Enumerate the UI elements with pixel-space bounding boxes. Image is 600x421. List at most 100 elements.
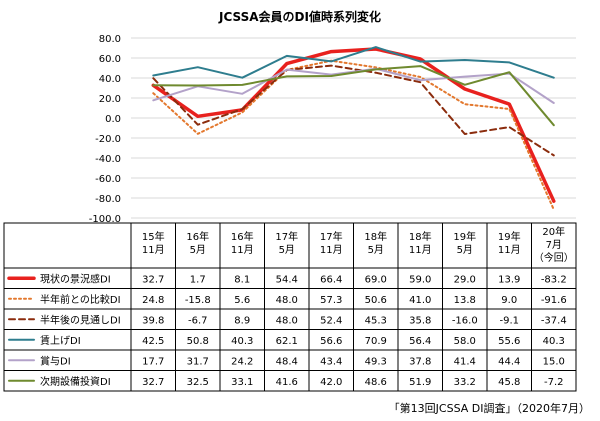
data-label: 15.0 xyxy=(543,356,565,367)
legend-label: 賃上げDI xyxy=(40,334,81,347)
data-label: 51.9 xyxy=(409,377,431,388)
data-label: 43.4 xyxy=(320,356,342,367)
series-line-2 xyxy=(152,59,555,211)
y-tick-label: -80.0 xyxy=(95,194,121,205)
data-label: 5.6 xyxy=(234,295,250,306)
data-label: -91.6 xyxy=(541,295,567,306)
data-label: 8.9 xyxy=(234,315,250,326)
data-label: 41.0 xyxy=(409,295,431,306)
y-tick-label: 40.0 xyxy=(99,74,121,85)
y-tick-label: -60.0 xyxy=(95,174,121,185)
data-label: 49.3 xyxy=(365,356,387,367)
data-label: 54.4 xyxy=(276,274,298,285)
source-note: 「第13回JCSSA DI調査」（2020年7月） xyxy=(388,402,590,415)
data-label: 42.0 xyxy=(320,377,342,388)
category-label: 5月 xyxy=(368,244,384,256)
data-label: 24.2 xyxy=(231,356,253,367)
data-label: 62.1 xyxy=(276,336,298,347)
data-label: -6.7 xyxy=(188,315,208,326)
data-label: 32.7 xyxy=(142,377,164,388)
data-label: -9.1 xyxy=(499,315,519,326)
data-label: 39.8 xyxy=(142,315,164,326)
category-label: 16年 xyxy=(186,230,209,243)
data-label: 41.6 xyxy=(276,377,298,388)
category-label: 17年 xyxy=(320,230,343,243)
data-label: 56.6 xyxy=(320,336,342,347)
series-line-3 xyxy=(152,64,555,157)
category-label: 11月 xyxy=(142,244,165,256)
data-label: 45.3 xyxy=(365,315,387,326)
data-label: 56.4 xyxy=(409,336,431,347)
data-label: -83.2 xyxy=(541,274,567,285)
category-label: 20年 xyxy=(542,225,565,238)
category-label: 17年 xyxy=(275,230,298,243)
y-tick-label: 60.0 xyxy=(99,54,121,65)
series-line-6 xyxy=(152,65,555,127)
data-label: 48.0 xyxy=(276,295,298,306)
series-line-5 xyxy=(152,67,555,104)
category-label: 5月 xyxy=(457,244,473,256)
y-tick-label: -20.0 xyxy=(95,134,121,145)
data-label: 44.4 xyxy=(498,356,520,367)
category-label: 18年 xyxy=(409,230,432,243)
data-label: 50.8 xyxy=(187,336,209,347)
y-tick-label: 80.0 xyxy=(99,34,121,45)
data-label: 55.6 xyxy=(498,336,520,347)
data-label: 57.3 xyxy=(320,295,342,306)
data-label: 13.9 xyxy=(498,274,520,285)
data-label: 9.0 xyxy=(501,295,517,306)
data-label: 31.7 xyxy=(187,356,209,367)
data-label: 66.4 xyxy=(320,274,342,285)
data-label: 52.4 xyxy=(320,315,342,326)
category-label: 18年 xyxy=(364,230,387,243)
data-label: 8.1 xyxy=(234,274,250,285)
category-label: 19年 xyxy=(453,230,476,243)
data-label: -16.0 xyxy=(452,315,478,326)
data-label: 41.4 xyxy=(454,356,476,367)
data-label: 33.1 xyxy=(231,377,253,388)
data-label: 48.0 xyxy=(276,315,298,326)
legend-label: 現状の景況感DI xyxy=(40,272,111,285)
data-label: 24.8 xyxy=(142,295,164,306)
data-label: 48.6 xyxy=(365,377,387,388)
data-label: 13.8 xyxy=(454,295,476,306)
category-label: 16年 xyxy=(231,230,254,243)
category-label: 11月 xyxy=(231,244,254,256)
legend-label: 半年後の見通しDI xyxy=(40,313,121,326)
data-label: 58.0 xyxy=(454,336,476,347)
data-label: 50.6 xyxy=(365,295,387,306)
legend-label: 次期設備投資DI xyxy=(40,375,111,388)
category-label: 11月 xyxy=(320,244,343,256)
category-label: 11月 xyxy=(409,244,432,256)
series-line-1 xyxy=(151,47,556,203)
category-label: 11月 xyxy=(498,244,521,256)
category-label: （今回） xyxy=(534,251,574,264)
category-label: 19年 xyxy=(498,230,521,243)
data-label: 33.2 xyxy=(454,377,476,388)
y-tick-label: -40.0 xyxy=(95,154,121,165)
data-label: 35.8 xyxy=(409,315,431,326)
data-label: 32.7 xyxy=(142,274,164,285)
data-label: 17.7 xyxy=(142,356,164,367)
y-tick-label: -100.0 xyxy=(89,214,121,225)
data-label: -7.2 xyxy=(544,377,564,388)
data-label: 45.8 xyxy=(498,377,520,388)
data-label: 37.8 xyxy=(409,356,431,367)
data-label: 40.3 xyxy=(543,336,565,347)
data-label: 48.4 xyxy=(276,356,298,367)
data-label: 29.0 xyxy=(454,274,476,285)
category-label: 15年 xyxy=(142,230,165,243)
data-label: 69.0 xyxy=(365,274,387,285)
y-tick-label: 20.0 xyxy=(99,94,121,105)
series-line-4 xyxy=(152,46,555,79)
data-label: 70.9 xyxy=(365,336,387,347)
chart-title: JCSSA会員のDI値時系列変化 xyxy=(219,10,381,24)
legend-label: 賞与DI xyxy=(40,354,71,367)
category-label: 5月 xyxy=(279,244,295,256)
data-label: 42.5 xyxy=(142,336,164,347)
data-label: 40.3 xyxy=(231,336,253,347)
data-label: -15.8 xyxy=(185,295,211,306)
y-tick-label: 0.0 xyxy=(105,114,121,125)
legend-label: 半年前との比較DI xyxy=(40,293,121,306)
